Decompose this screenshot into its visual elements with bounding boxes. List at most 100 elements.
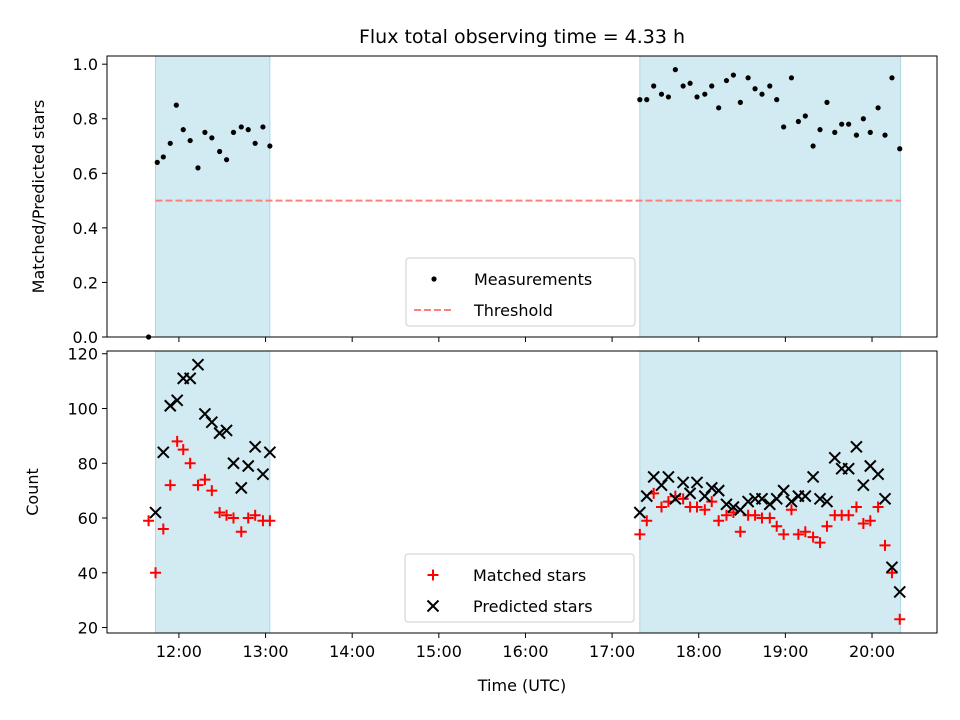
y-tick-label: 0.2 xyxy=(73,273,98,292)
legend-label: Predicted stars xyxy=(473,597,593,616)
data-point xyxy=(702,91,708,97)
data-point xyxy=(180,127,186,133)
data-point xyxy=(727,500,740,514)
data-point xyxy=(205,415,219,429)
x-axis-label: Time (UTC) xyxy=(477,676,566,695)
data-point xyxy=(720,509,732,521)
data-point xyxy=(170,394,184,407)
data-point xyxy=(183,372,197,385)
panel-count-frame xyxy=(106,350,938,634)
data-point xyxy=(245,127,251,133)
x-tick-label: 13:00 xyxy=(242,642,288,661)
data-point xyxy=(633,506,647,519)
data-point xyxy=(191,358,205,371)
data-point xyxy=(792,528,804,540)
data-point xyxy=(206,485,218,497)
data-point xyxy=(824,99,830,105)
data-point xyxy=(676,476,690,489)
data-point xyxy=(217,148,223,155)
data-point xyxy=(157,523,169,535)
data-point xyxy=(799,489,812,503)
data-point xyxy=(209,135,215,141)
panel-ratio-y-label: Matched/Predicted stars xyxy=(29,100,48,294)
data-point xyxy=(813,492,827,506)
panel-ratio: 0.0 0.2 0.4 0.6 0.8 1.0 Matched/Predicted sta… xyxy=(29,55,938,347)
panel-count-legend: Matched stars Predicted stars xyxy=(404,553,635,623)
y-tick-label: 1.0 xyxy=(73,55,98,74)
data-point xyxy=(669,492,682,506)
data-point xyxy=(860,116,866,122)
data-point xyxy=(221,509,233,521)
x-tick-label: 18:00 xyxy=(676,642,722,661)
legend-box xyxy=(405,257,636,327)
data-point xyxy=(263,446,277,459)
data-point xyxy=(839,121,845,127)
data-point xyxy=(894,613,906,625)
y-tick-label: 100 xyxy=(67,399,98,418)
data-point xyxy=(788,75,795,81)
data-point xyxy=(781,124,787,130)
data-point xyxy=(691,501,703,513)
observing-windows xyxy=(155,56,902,337)
data-point xyxy=(749,509,761,521)
data-point xyxy=(655,501,667,513)
data-point xyxy=(882,132,888,138)
legend-label: Measurements xyxy=(474,270,592,289)
data-point xyxy=(843,509,855,521)
data-point xyxy=(641,515,653,527)
data-point xyxy=(637,97,643,103)
data-point xyxy=(195,165,201,171)
data-point xyxy=(763,498,776,511)
data-point xyxy=(187,137,193,144)
x-tick-label: 16:00 xyxy=(502,642,548,661)
data-point xyxy=(871,467,885,481)
data-point xyxy=(644,97,650,103)
observing-window-1 xyxy=(639,351,901,633)
data-point xyxy=(889,75,895,81)
y-tick-label: 0.4 xyxy=(73,219,98,238)
data-point xyxy=(764,512,776,524)
data-point xyxy=(875,105,881,111)
data-point xyxy=(171,435,183,447)
data-point xyxy=(235,481,248,495)
data-point xyxy=(893,585,906,599)
data-point xyxy=(807,531,819,543)
observing-windows xyxy=(155,351,902,633)
data-point xyxy=(785,495,798,508)
data-point xyxy=(878,492,892,506)
series-predicted-stars xyxy=(149,358,906,599)
data-point xyxy=(264,515,276,527)
data-point xyxy=(716,105,722,111)
measurement-points xyxy=(145,67,903,340)
data-point xyxy=(785,504,797,516)
legend-box xyxy=(404,553,635,623)
data-point xyxy=(853,132,860,138)
data-point xyxy=(879,539,891,551)
data-point xyxy=(723,77,730,84)
data-point xyxy=(864,515,876,527)
data-point xyxy=(683,487,697,500)
data-point xyxy=(167,140,173,146)
data-point xyxy=(795,118,801,125)
data-point xyxy=(774,97,780,103)
count-points xyxy=(143,358,906,625)
data-point xyxy=(713,515,725,527)
data-point xyxy=(256,467,270,481)
data-point xyxy=(157,446,170,459)
data-point xyxy=(173,102,179,108)
data-point xyxy=(755,492,769,506)
data-point xyxy=(687,80,693,86)
data-point xyxy=(699,504,711,516)
data-point xyxy=(662,470,675,484)
data-point xyxy=(184,457,196,469)
y-tick-label: 20 xyxy=(78,619,98,638)
series-measurements xyxy=(145,67,903,340)
legend-label: Matched stars xyxy=(473,566,586,585)
data-point xyxy=(260,124,266,130)
legend-marker xyxy=(426,599,440,613)
x-tick-label: 20:00 xyxy=(849,642,895,661)
data-point xyxy=(712,484,725,497)
data-point xyxy=(160,154,166,160)
data-point xyxy=(872,501,884,513)
legend-marker xyxy=(427,569,439,581)
